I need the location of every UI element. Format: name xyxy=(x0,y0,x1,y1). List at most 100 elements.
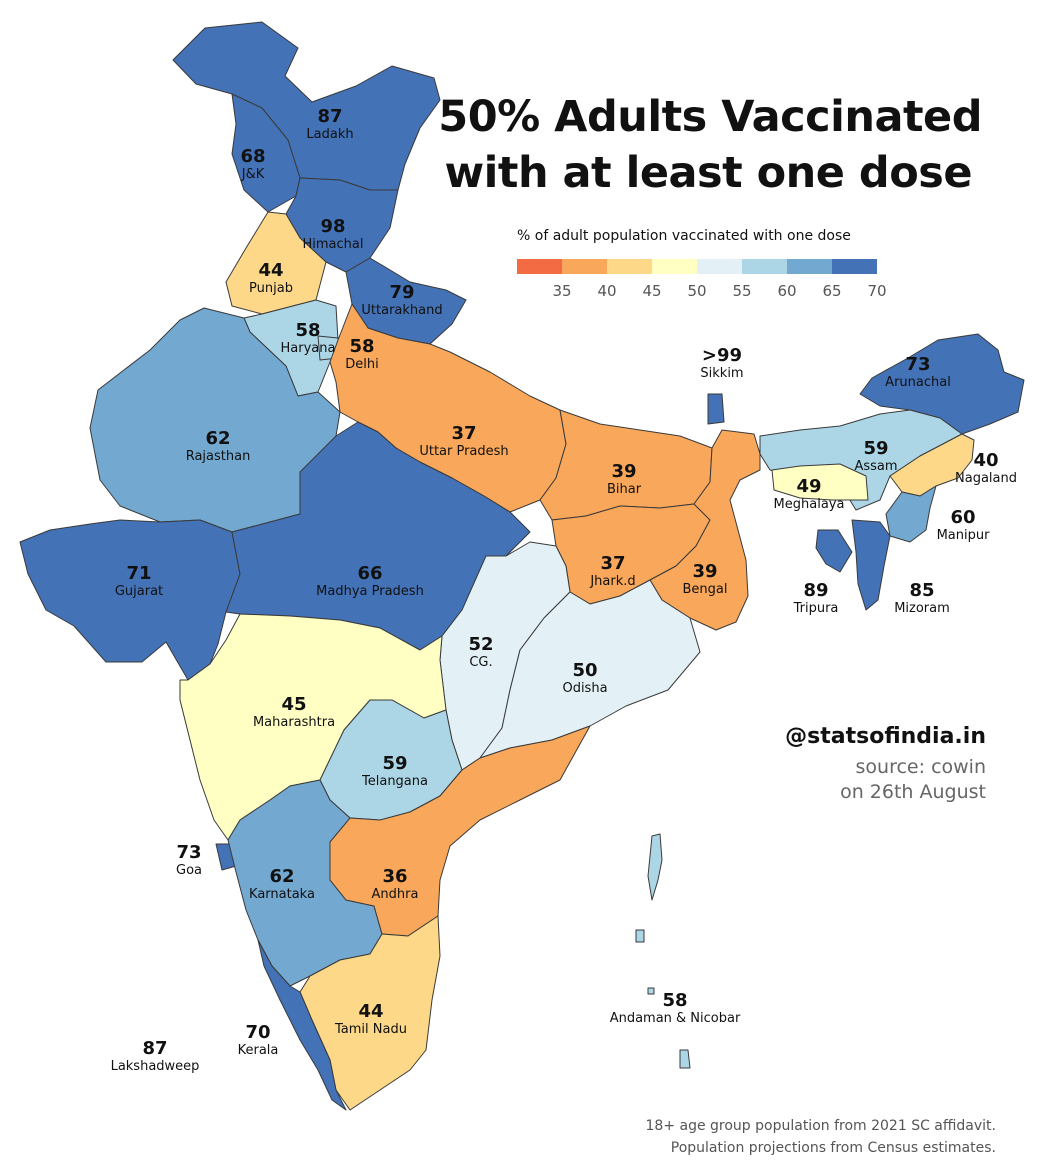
region-label-maharashtra: 45 Maharashtra xyxy=(252,694,336,730)
footnote-line-2: Population projections from Census estim… xyxy=(670,1140,996,1156)
legend-tick-label: 70 xyxy=(867,282,887,300)
region-name: Assam xyxy=(854,459,898,474)
region-label-kerala: 70 Kerala xyxy=(238,1022,279,1058)
region-value: 73 xyxy=(176,842,202,863)
region-label-assam: 59 Assam xyxy=(854,438,898,474)
region-value: 37 xyxy=(451,423,477,444)
legend-tick-label: 60 xyxy=(777,282,797,300)
region-value: 49 xyxy=(796,476,822,497)
region-label-uttar-pradesh: 37 Uttar Pradesh xyxy=(419,423,509,459)
region-label-himachal: 98 Himachal xyxy=(303,216,364,252)
region-name: Andhra xyxy=(371,887,419,902)
region-value: 89 xyxy=(803,580,829,601)
region-name: Tamil Nadu xyxy=(335,1022,407,1037)
legend-swatch xyxy=(832,259,877,274)
region-value: 52 xyxy=(468,634,494,655)
region-name: Andaman & Nicobar xyxy=(609,1011,741,1026)
region-label-gujarat: 71 Gujarat xyxy=(114,563,164,599)
region-label-cg: 52 CG. xyxy=(468,634,494,670)
legend-tick-label: 65 xyxy=(822,282,842,300)
region-label-mizoram: 85 Mizoram xyxy=(894,580,950,616)
region-andhra xyxy=(329,725,591,937)
region-label-delhi: 58 Delhi xyxy=(345,338,378,372)
region-value: 40 xyxy=(973,450,999,471)
legend-swatch xyxy=(652,259,697,274)
legend-tick-label: 50 xyxy=(687,282,707,300)
legend-swatch xyxy=(517,259,562,274)
region-label-odisha: 50 Odisha xyxy=(562,662,608,696)
region-value: 73 xyxy=(905,354,931,375)
region-value: 59 xyxy=(863,438,889,459)
region-name: Ladakh xyxy=(306,127,354,142)
legend-tick-label: 55 xyxy=(732,282,752,300)
region-value: 60 xyxy=(950,507,976,528)
region-label-sikkim: >99 Sikkim xyxy=(700,345,743,381)
region-name: Nagaland xyxy=(955,471,1017,486)
region-ladakh xyxy=(172,21,441,191)
region-label-jandk: 68 J&K xyxy=(240,148,265,182)
legend-swatch xyxy=(742,259,787,274)
region-label-punjab: 44 Punjab xyxy=(249,260,293,296)
region-label-karnataka: 62 Karnataka xyxy=(249,868,315,902)
region-value: 79 xyxy=(389,282,415,303)
region-label-andhra: 36 Andhra xyxy=(371,866,419,902)
legend-title: % of adult population vaccinated with on… xyxy=(517,228,851,244)
legend-swatch xyxy=(787,259,832,274)
legend-color-bar xyxy=(517,259,877,274)
region-name: Arunachal xyxy=(885,375,951,390)
region-value: 45 xyxy=(281,694,307,715)
region-name: Goa xyxy=(176,863,202,878)
region-value: 36 xyxy=(382,866,408,887)
region-value: 44 xyxy=(358,1001,384,1022)
credit-date: on 26th August xyxy=(840,781,986,803)
color-legend: % of adult population vaccinated with on… xyxy=(505,228,905,300)
region-jandk xyxy=(231,93,301,213)
region-label-madhya-pradesh: 66 Madhya Pradesh xyxy=(316,565,424,599)
legend-swatch xyxy=(562,259,607,274)
region-value: 71 xyxy=(126,563,152,584)
region-name: Uttar Pradesh xyxy=(419,444,509,459)
region-value: 87 xyxy=(317,106,343,127)
legend-ticks: 35 40 45 50 55 60 65 70 xyxy=(517,282,917,302)
region-label-bihar: 39 Bihar xyxy=(606,461,642,497)
region-sikkim xyxy=(707,393,725,425)
region-uttarakhand xyxy=(345,257,467,345)
region-value: 39 xyxy=(611,461,637,482)
legend-tick-label: 35 xyxy=(552,282,572,300)
region-value: 62 xyxy=(205,428,231,449)
region-name: Bihar xyxy=(606,482,642,497)
legend-tick-label: 40 xyxy=(597,282,617,300)
region-value: 44 xyxy=(258,260,284,281)
region-label-tripura: 89 Tripura xyxy=(793,580,839,616)
region-value: >99 xyxy=(701,345,743,366)
region-name: Odisha xyxy=(562,681,608,696)
region-manipur xyxy=(885,485,937,543)
region-value: 87 xyxy=(142,1038,168,1059)
region-name: Rajasthan xyxy=(185,449,251,464)
region-name: Maharashtra xyxy=(252,715,336,730)
region-name: Tripura xyxy=(793,601,839,616)
region-label-manipur: 60 Manipur xyxy=(937,507,990,543)
region-label-tamil-nadu: 44 Tamil Nadu xyxy=(335,1001,407,1037)
region-label-arunachal: 73 Arunachal xyxy=(885,354,951,390)
region-label-andaman-and-nicobar: 58 Andaman & Nicobar xyxy=(609,992,741,1026)
region-label-lakshadweep: 87 Lakshadweep xyxy=(110,1038,200,1074)
region-label-ladakh: 87 Ladakh xyxy=(306,106,354,142)
region-name: Karnataka xyxy=(249,887,315,902)
region-label-uttarakhand: 79 Uttarakhand xyxy=(361,282,442,318)
map-title-line-1: 50% Adults Vaccinated xyxy=(438,92,982,142)
region-name: Mizoram xyxy=(894,601,950,616)
map-title-line-2: with at least one dose xyxy=(444,148,972,198)
region-name: Gujarat xyxy=(114,584,164,599)
region-name: J&K xyxy=(241,167,265,182)
region-value: 98 xyxy=(320,216,346,237)
region-value: 85 xyxy=(909,580,935,601)
region-label-telangana: 59 Telangana xyxy=(362,755,428,789)
region-value: 70 xyxy=(245,1022,271,1043)
region-arunachal xyxy=(859,333,1025,435)
region-name: Jhark.d xyxy=(590,574,636,589)
region-name: Lakshadweep xyxy=(110,1059,200,1074)
region-label-bengal: 39 Bengal xyxy=(683,563,728,597)
